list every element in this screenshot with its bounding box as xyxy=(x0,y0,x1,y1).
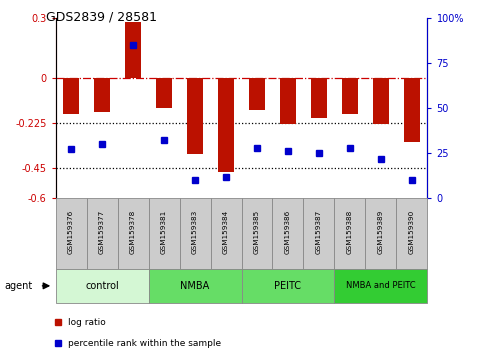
FancyBboxPatch shape xyxy=(86,198,117,269)
FancyBboxPatch shape xyxy=(242,269,334,303)
Bar xyxy=(249,78,265,110)
FancyBboxPatch shape xyxy=(242,198,272,269)
FancyBboxPatch shape xyxy=(272,198,303,269)
FancyBboxPatch shape xyxy=(149,269,242,303)
Text: agent: agent xyxy=(5,281,33,291)
FancyBboxPatch shape xyxy=(180,198,211,269)
FancyBboxPatch shape xyxy=(117,198,149,269)
FancyBboxPatch shape xyxy=(149,198,180,269)
Text: NMBA and PEITC: NMBA and PEITC xyxy=(346,281,416,290)
Text: percentile rank within the sample: percentile rank within the sample xyxy=(68,339,221,348)
Bar xyxy=(218,78,234,172)
FancyBboxPatch shape xyxy=(397,198,427,269)
FancyBboxPatch shape xyxy=(366,198,397,269)
Bar xyxy=(342,78,358,114)
Text: GSM159381: GSM159381 xyxy=(161,210,167,253)
FancyBboxPatch shape xyxy=(211,198,242,269)
Bar xyxy=(187,78,203,154)
Text: GSM159376: GSM159376 xyxy=(68,210,74,253)
FancyBboxPatch shape xyxy=(56,269,149,303)
Text: GSM159386: GSM159386 xyxy=(285,210,291,253)
Bar xyxy=(373,78,389,124)
Text: NMBA: NMBA xyxy=(180,281,210,291)
Text: GSM159384: GSM159384 xyxy=(223,210,229,253)
Text: GSM159385: GSM159385 xyxy=(254,210,260,253)
Text: GDS2839 / 28581: GDS2839 / 28581 xyxy=(46,11,157,24)
FancyBboxPatch shape xyxy=(56,198,86,269)
Bar xyxy=(404,78,420,142)
Bar xyxy=(94,78,110,112)
Text: GSM159383: GSM159383 xyxy=(192,210,198,253)
Bar xyxy=(156,78,172,108)
Bar xyxy=(125,22,141,78)
FancyBboxPatch shape xyxy=(334,269,427,303)
Text: GSM159377: GSM159377 xyxy=(99,210,105,253)
Text: log ratio: log ratio xyxy=(68,318,105,327)
Text: PEITC: PEITC xyxy=(274,281,301,291)
Text: GSM159387: GSM159387 xyxy=(316,210,322,253)
Bar xyxy=(311,78,327,118)
Text: GSM159389: GSM159389 xyxy=(378,210,384,253)
Text: control: control xyxy=(85,281,119,291)
FancyBboxPatch shape xyxy=(334,198,366,269)
Text: GSM159390: GSM159390 xyxy=(409,210,415,253)
FancyBboxPatch shape xyxy=(303,198,334,269)
Bar xyxy=(280,78,296,124)
Text: GSM159388: GSM159388 xyxy=(347,210,353,253)
Bar xyxy=(63,78,79,114)
Text: GSM159378: GSM159378 xyxy=(130,210,136,253)
